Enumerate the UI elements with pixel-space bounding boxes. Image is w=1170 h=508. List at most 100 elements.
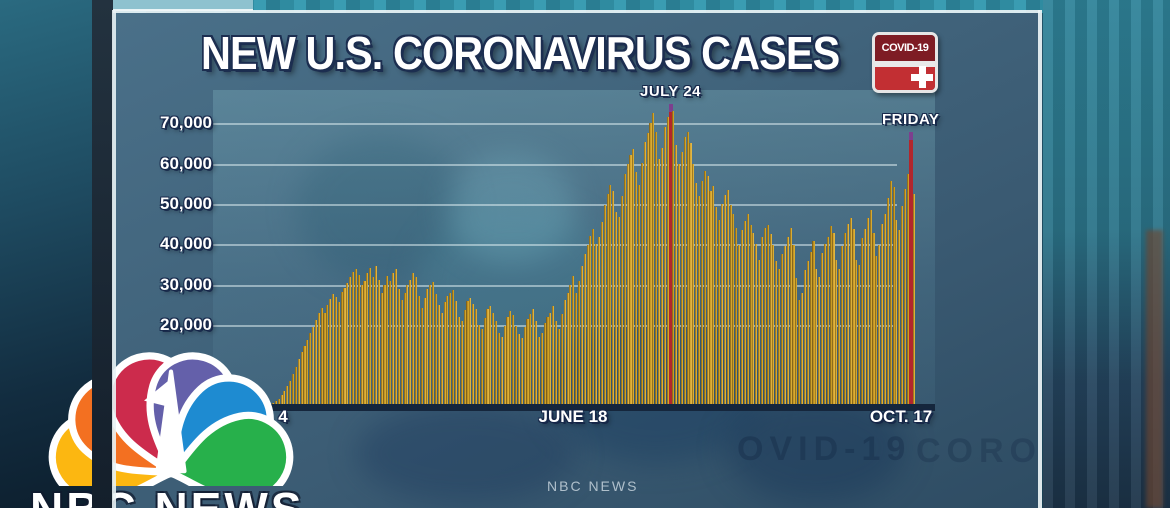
bar [809, 251, 812, 407]
bar [792, 244, 795, 407]
bar [855, 260, 858, 407]
monitor-bezel-line-left [112, 10, 116, 508]
bar [286, 386, 289, 407]
bar [523, 326, 526, 407]
bar [526, 319, 529, 407]
bar [420, 307, 423, 407]
bar [537, 336, 540, 407]
bar [615, 212, 618, 407]
x-tick-label: JUNE 18 [538, 407, 608, 426]
bar [320, 308, 323, 407]
bar [337, 301, 340, 407]
bar [912, 194, 915, 407]
bar [709, 191, 712, 407]
y-tick-label: 30,000 [160, 274, 212, 294]
covid-19-badge-label: COVID-19 [875, 35, 935, 61]
bar [637, 184, 641, 407]
bar [838, 269, 841, 407]
bar [826, 236, 829, 407]
y-tick-label: 50,000 [160, 194, 212, 214]
virus-blob-decoration [726, 393, 906, 503]
gridline [213, 325, 897, 328]
bar [343, 288, 346, 407]
x-tick-label: OCT. 17 [869, 407, 933, 426]
bar [463, 309, 466, 407]
bar [334, 297, 337, 407]
bar [472, 304, 475, 407]
bar [846, 224, 849, 407]
bar [317, 313, 320, 407]
x-axis-baseline [213, 404, 935, 411]
bar [432, 282, 435, 407]
bar [903, 188, 907, 407]
bar [906, 173, 909, 407]
bar [889, 181, 892, 407]
panel-top-border [104, 10, 1040, 13]
bar [778, 268, 781, 407]
bar [660, 147, 663, 407]
bar [332, 293, 335, 407]
bar [706, 176, 709, 407]
bar [878, 245, 881, 407]
bar [738, 244, 741, 407]
bar [746, 214, 749, 407]
bar [423, 297, 426, 407]
bar [486, 308, 489, 407]
bar [357, 274, 360, 407]
bar [354, 268, 357, 407]
bar [460, 321, 463, 407]
bar [852, 228, 855, 407]
bar [632, 149, 635, 407]
bar [529, 313, 532, 407]
bar [572, 276, 575, 407]
bar [800, 292, 804, 407]
bar [763, 228, 766, 407]
bar [440, 313, 443, 407]
bar [449, 293, 452, 407]
bar [623, 173, 626, 407]
bar [743, 220, 746, 407]
bar [540, 333, 543, 407]
bar [775, 260, 778, 407]
bar [678, 163, 681, 407]
bar [617, 216, 621, 407]
bar [832, 233, 835, 407]
bar [532, 309, 535, 407]
bar [397, 288, 400, 407]
bar [297, 359, 300, 407]
bar [569, 285, 572, 407]
bar [277, 398, 280, 407]
bar [698, 195, 701, 407]
bar [560, 313, 563, 407]
bar [646, 132, 649, 407]
bar [383, 285, 386, 407]
bar [549, 312, 552, 407]
bar [689, 142, 692, 407]
bar [821, 253, 824, 407]
bar [606, 193, 609, 407]
bar [283, 391, 286, 407]
bar [294, 367, 297, 407]
covid-watermark: CORO [916, 432, 1042, 470]
bar [429, 285, 432, 407]
bar [363, 281, 366, 407]
bar [692, 163, 695, 407]
bar [503, 325, 506, 407]
bar [329, 299, 332, 407]
bar [303, 345, 306, 407]
bar [483, 317, 486, 407]
bar [589, 235, 592, 407]
bar [715, 206, 718, 407]
bar [392, 272, 395, 407]
bar [695, 183, 698, 407]
y-tick-label: 60,000 [160, 153, 212, 173]
gridline [213, 123, 897, 126]
bar [686, 131, 689, 407]
bar [735, 228, 738, 407]
bar [566, 292, 569, 407]
bar [480, 328, 483, 407]
bar [655, 132, 658, 407]
bar [749, 224, 752, 407]
source-attribution: NBC NEWS [547, 478, 639, 494]
